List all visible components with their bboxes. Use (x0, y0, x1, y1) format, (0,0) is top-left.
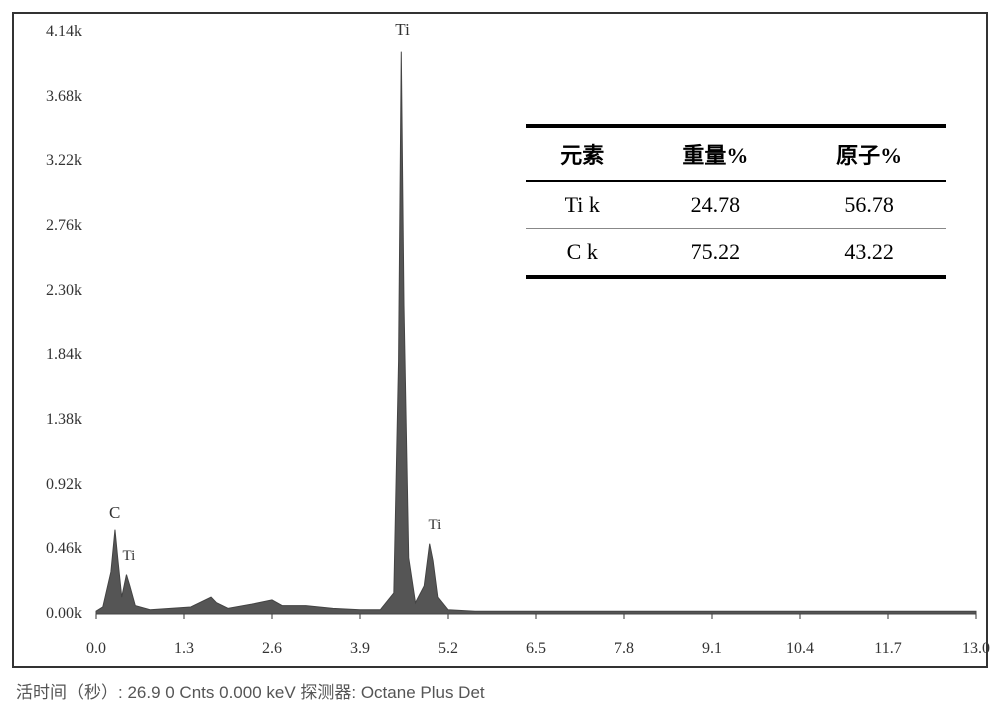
peak-label: Ti (395, 20, 410, 40)
y-tick-label: 0.46k (22, 540, 82, 558)
cell-weight: 24.78 (639, 181, 793, 229)
x-tick-label: 5.2 (438, 640, 458, 658)
table-row: Ti k 24.78 56.78 (526, 181, 946, 229)
x-tick-label: 2.6 (262, 640, 282, 658)
y-tick-label: 1.84k (22, 346, 82, 364)
composition-table: 元素 重量% 原子% Ti k 24.78 56.78 C k 75.22 43… (526, 124, 946, 279)
chart-frame: 0.00k 0.46k 0.92k 1.38k 1.84k 2.30k 2.76k 3.22k… (12, 12, 988, 668)
table-row: C k 75.22 43.22 (526, 229, 946, 276)
y-tick-label: 1.38k (22, 411, 82, 429)
x-tick-label: 6.5 (526, 640, 546, 658)
footer-status-text: 活时间（秒）: 26.9 0 Cnts 0.000 keV 探测器: Octan… (16, 678, 485, 703)
col-element: 元素 (526, 128, 639, 181)
x-tick-label: 0.0 (86, 640, 106, 658)
y-tick-label: 4.14k (22, 23, 82, 41)
x-tick-label: 10.4 (786, 640, 814, 658)
x-tick-label: 11.7 (874, 640, 901, 658)
eds-spectrum-plot (14, 14, 990, 670)
peak-label: Ti (428, 517, 441, 534)
y-tick-label: 0.00k (22, 605, 82, 623)
cell-element: Ti k (526, 181, 639, 229)
y-tick-label: 0.92k (22, 476, 82, 494)
cell-weight: 75.22 (639, 229, 793, 276)
cell-atom: 43.22 (792, 229, 946, 276)
cell-atom: 56.78 (792, 181, 946, 229)
peak-label: Ti (122, 548, 135, 565)
x-tick-label: 1.3 (174, 640, 194, 658)
y-tick-label: 3.22k (22, 152, 82, 170)
x-tick-label: 13.0 (962, 640, 990, 658)
x-tick-label: 3.9 (350, 640, 370, 658)
col-atom-pct: 原子% (792, 128, 946, 181)
x-tick-label: 7.8 (614, 640, 634, 658)
cell-element: C k (526, 229, 639, 276)
y-tick-label: 2.76k (22, 217, 82, 235)
col-weight-pct: 重量% (639, 128, 793, 181)
y-tick-label: 2.30k (22, 282, 82, 300)
x-tick-label: 9.1 (702, 640, 722, 658)
y-tick-label: 3.68k (22, 88, 82, 106)
peak-label: C (109, 503, 120, 523)
